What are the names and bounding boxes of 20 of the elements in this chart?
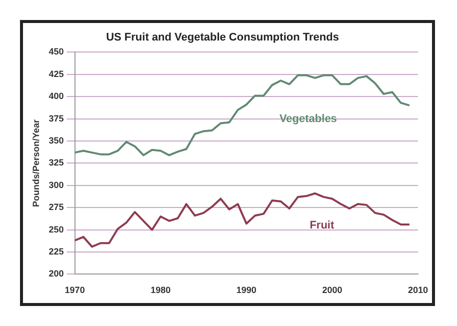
y-tick-label: 275 xyxy=(48,202,64,212)
x-tick-label: 1980 xyxy=(150,285,171,296)
y-tick-label: 425 xyxy=(48,68,64,79)
y-tick-label: 250 xyxy=(48,224,64,234)
y-tick-label: 350 xyxy=(48,135,64,146)
y-tick-label: 325 xyxy=(48,158,64,168)
y-tick-label: 225 xyxy=(48,246,64,256)
text: Vegetables xyxy=(279,112,337,125)
chart-title: US Fruit and Vegetable Consumption Trends xyxy=(106,32,339,44)
y-tick-label: 200 xyxy=(48,268,64,279)
series-label: Fruit xyxy=(310,219,334,232)
x-tick-label: 1970 xyxy=(64,285,85,296)
x-tick-label: 2000 xyxy=(322,285,342,296)
x-tick-label: 2010 xyxy=(408,285,428,296)
y-tick-label: 375 xyxy=(48,113,64,124)
y-tick-label: 400 xyxy=(48,91,64,102)
x-tick-label: 1990 xyxy=(236,285,256,296)
y-axis-title: Pounds/Person/Year xyxy=(30,118,41,207)
y-tick-label: 450 xyxy=(48,46,64,57)
y-tick-label: 300 xyxy=(48,180,64,190)
